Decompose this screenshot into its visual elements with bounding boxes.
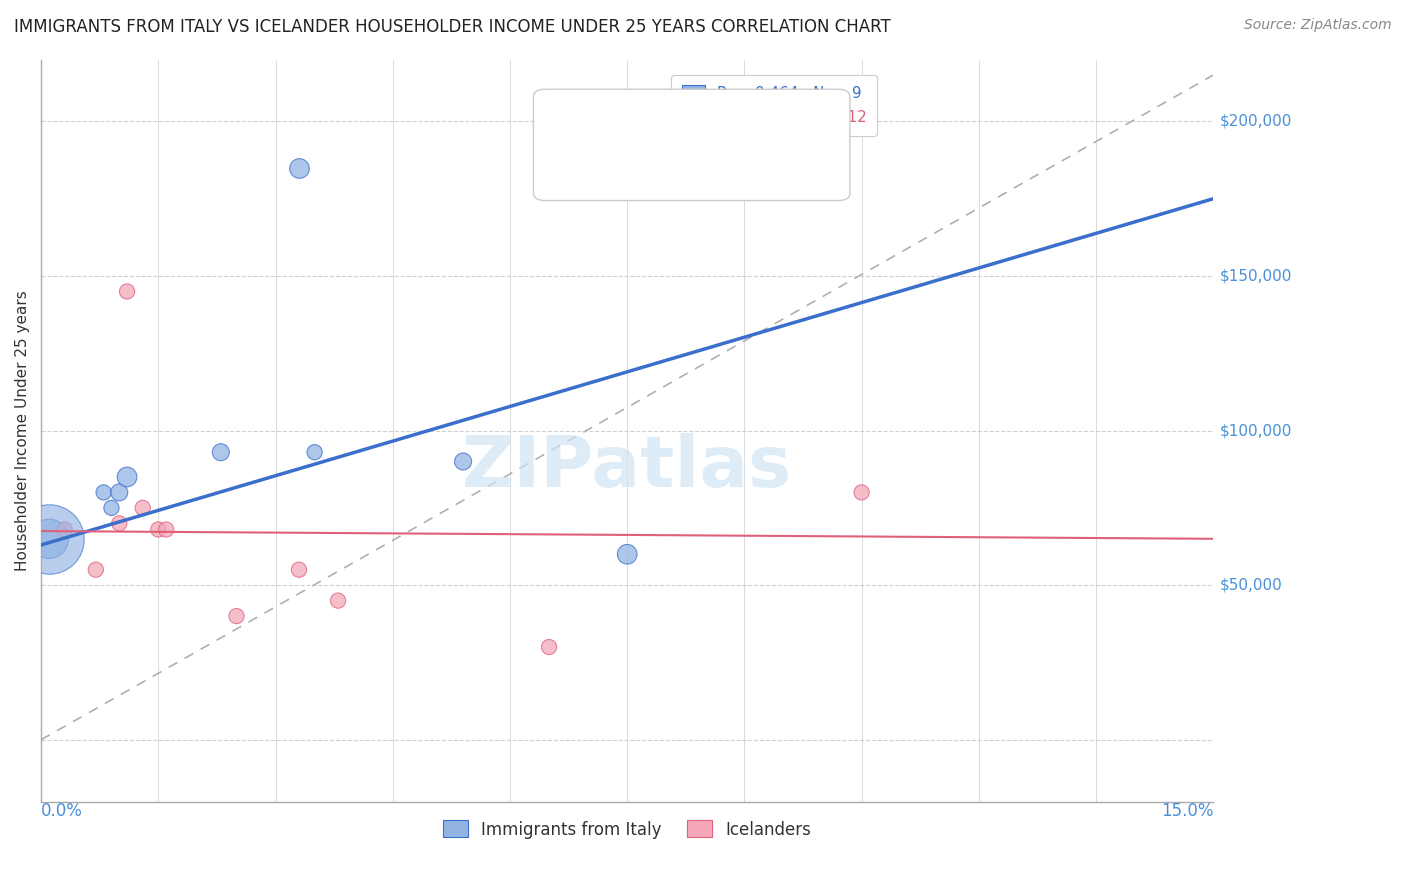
Point	[209, 445, 232, 459]
Text: $150,000: $150,000	[1220, 268, 1292, 284]
Text: 15.0%: 15.0%	[1161, 802, 1213, 820]
Point	[851, 485, 873, 500]
Text: $50,000: $50,000	[1220, 578, 1282, 592]
Text: $100,000: $100,000	[1220, 423, 1292, 438]
Point	[108, 485, 131, 500]
Point	[131, 500, 153, 515]
Text: 0.0%: 0.0%	[41, 802, 83, 820]
Point	[38, 532, 60, 546]
Point	[53, 523, 76, 537]
Point	[304, 445, 326, 459]
Point	[288, 563, 311, 577]
Text: IMMIGRANTS FROM ITALY VS ICELANDER HOUSEHOLDER INCOME UNDER 25 YEARS CORRELATION: IMMIGRANTS FROM ITALY VS ICELANDER HOUSE…	[14, 18, 891, 36]
Point	[326, 593, 349, 607]
Legend: Immigrants from Italy, Icelanders: Immigrants from Italy, Icelanders	[436, 814, 818, 846]
Point	[84, 563, 107, 577]
Point	[108, 516, 131, 531]
Y-axis label: Householder Income Under 25 years: Householder Income Under 25 years	[15, 290, 30, 571]
Point	[537, 640, 560, 654]
Point	[288, 161, 311, 175]
Text: $200,000: $200,000	[1220, 114, 1292, 129]
Point	[115, 285, 138, 299]
Point	[100, 500, 122, 515]
Point	[38, 532, 60, 546]
Text: ZIPatlas: ZIPatlas	[463, 434, 792, 502]
Point	[616, 547, 638, 561]
Point	[148, 523, 170, 537]
Text: Source: ZipAtlas.com: Source: ZipAtlas.com	[1244, 18, 1392, 32]
Point	[451, 454, 474, 468]
FancyBboxPatch shape	[533, 89, 849, 201]
Point	[115, 470, 138, 484]
Point	[225, 609, 247, 624]
Point	[155, 523, 177, 537]
Point	[93, 485, 115, 500]
